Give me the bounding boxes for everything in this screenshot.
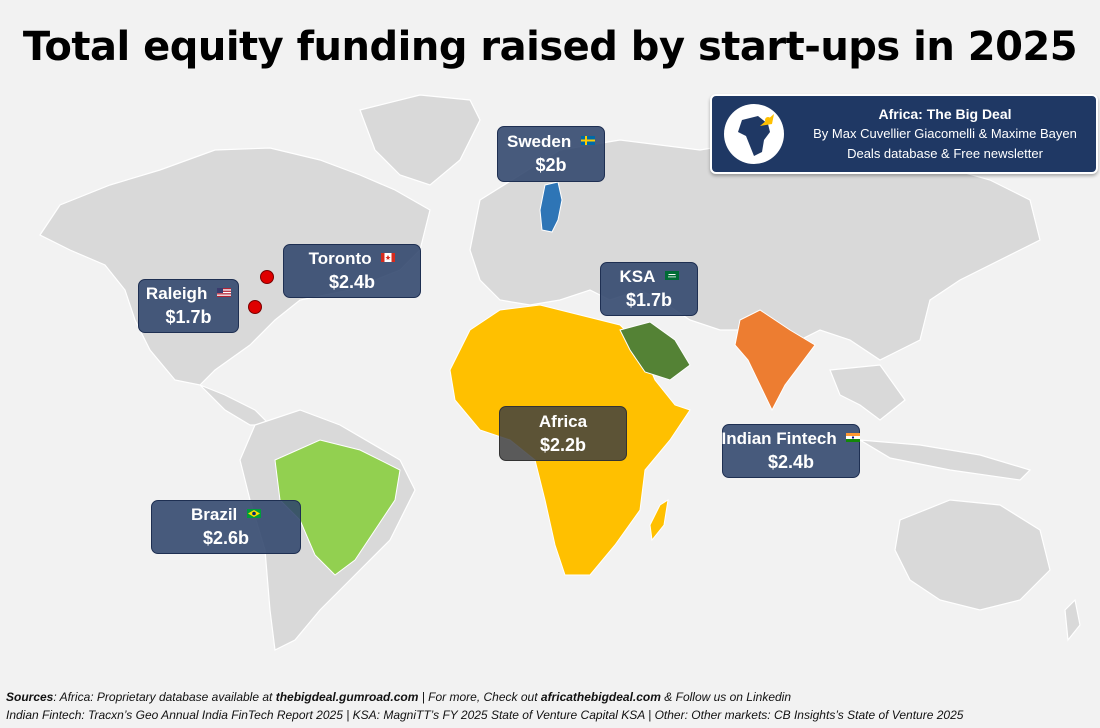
label-ksa-value: $1.7b [625, 290, 673, 310]
sources-line1-e: & Follow us on Linkedin [660, 690, 792, 704]
india-region [734, 309, 816, 412]
madagascar-region [649, 498, 669, 542]
label-indian-fintech-name: Indian Fintech [721, 429, 837, 448]
saudi-arabia-region [619, 321, 691, 381]
sweden-flag-icon [580, 136, 595, 146]
label-toronto: Toronto $2.4b [283, 244, 421, 298]
banner-authors: By Max Cuvellier Giacomelli & Maxime Bay… [813, 126, 1077, 141]
toronto-marker [260, 270, 274, 284]
sources-line-1: Sources: Africa: Proprietary database av… [6, 688, 963, 706]
sweden-region [539, 181, 563, 233]
new-zealand-landmass [1064, 598, 1081, 642]
sources-line1-a: : Africa: Proprietary database available… [53, 690, 276, 704]
label-toronto-value: $2.4b [328, 272, 376, 292]
brazil-flag-icon [247, 509, 262, 519]
label-raleigh: Raleigh $1.7b [138, 279, 239, 333]
label-africa-value: $2.2b [539, 434, 587, 455]
africa-big-deal-banner: Africa: The Big Deal By Max Cuvellier Gi… [710, 94, 1098, 174]
canada-flag-icon [381, 253, 396, 263]
saudi-flag-icon [664, 271, 679, 281]
central-america-landmass [199, 384, 272, 426]
greenland-landmass [359, 94, 481, 186]
sources-footnote: Sources: Africa: Proprietary database av… [6, 688, 963, 724]
gumroad-link[interactable]: thebigdeal.gumroad.com [275, 690, 419, 704]
label-ksa: KSA $1.7b [600, 262, 698, 316]
label-toronto-name: Toronto [308, 249, 372, 268]
label-indian-fintech-value: $2.4b [767, 452, 815, 472]
label-africa: Africa $2.2b [499, 406, 627, 461]
southeast-asia-landmass [829, 364, 906, 421]
label-raleigh-name: Raleigh [145, 284, 208, 303]
africa-big-deal-logo [724, 104, 784, 164]
label-sweden: Sweden $2b [497, 126, 605, 182]
indonesia-landmass [859, 439, 1032, 481]
label-africa-name: Africa [538, 411, 588, 431]
india-flag-icon [846, 433, 861, 443]
label-sweden-value: $2b [535, 155, 567, 175]
sources-line-2: Indian Fintech: Tracxn’s Geo Annual Indi… [6, 708, 964, 722]
australia-landmass [894, 499, 1051, 611]
label-brazil-name: Brazil [190, 505, 238, 524]
label-sweden-name: Sweden [507, 132, 572, 151]
label-indian-fintech: Indian Fintech $2.4b [721, 424, 861, 478]
label-brazil: Brazil $2.6b [151, 500, 301, 554]
label-ksa-name: KSA [619, 267, 655, 286]
label-raleigh-value: $1.7b [165, 307, 212, 327]
sources-label: Sources [6, 690, 54, 704]
raleigh-marker [248, 300, 262, 314]
banner-tagline: Deals database & Free newsletter [847, 146, 1043, 161]
label-brazil-value: $2.6b [202, 528, 250, 548]
sources-line1-c: | For more, Check out [418, 690, 541, 704]
banner-title: Africa: The Big Deal [878, 106, 1012, 122]
usa-flag-icon [217, 288, 232, 298]
map-title: Total equity funding raised by start-ups… [22, 24, 1078, 70]
website-link[interactable]: africathebigdeal.com [540, 690, 661, 704]
